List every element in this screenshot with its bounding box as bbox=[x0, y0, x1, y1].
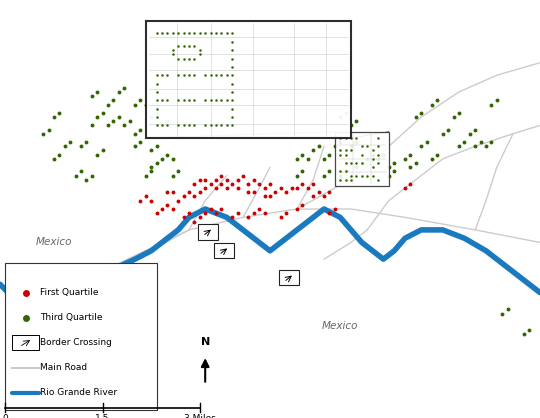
Text: 0: 0 bbox=[3, 414, 8, 418]
Point bbox=[2, 409, 9, 414]
Point bbox=[9, 390, 16, 395]
Text: Mexico: Mexico bbox=[322, 321, 359, 331]
Point bbox=[99, 401, 106, 406]
Bar bbox=[214, 243, 234, 258]
Text: Border Crossing: Border Crossing bbox=[40, 338, 112, 347]
Point bbox=[197, 409, 203, 414]
Point bbox=[36, 390, 43, 395]
Text: Third Quartile: Third Quartile bbox=[40, 313, 103, 322]
Point bbox=[197, 405, 203, 410]
Text: Main Road: Main Road bbox=[40, 363, 87, 372]
Text: N: N bbox=[200, 337, 210, 347]
Text: Mexico: Mexico bbox=[36, 237, 72, 247]
Point bbox=[2, 401, 9, 406]
Text: 1.5: 1.5 bbox=[96, 414, 110, 418]
Text: 3 Miles: 3 Miles bbox=[184, 414, 216, 418]
Point bbox=[36, 365, 43, 370]
Point bbox=[2, 405, 9, 410]
Point bbox=[197, 401, 203, 406]
Bar bbox=[146, 21, 351, 138]
Text: Rio Grande River: Rio Grande River bbox=[40, 388, 118, 398]
Bar bbox=[12, 335, 39, 350]
Bar bbox=[335, 132, 389, 186]
Point bbox=[99, 409, 106, 414]
Point bbox=[9, 365, 16, 370]
Bar bbox=[5, 263, 157, 410]
Bar bbox=[279, 270, 299, 285]
Text: First Quartile: First Quartile bbox=[40, 288, 99, 297]
Bar bbox=[198, 224, 218, 240]
